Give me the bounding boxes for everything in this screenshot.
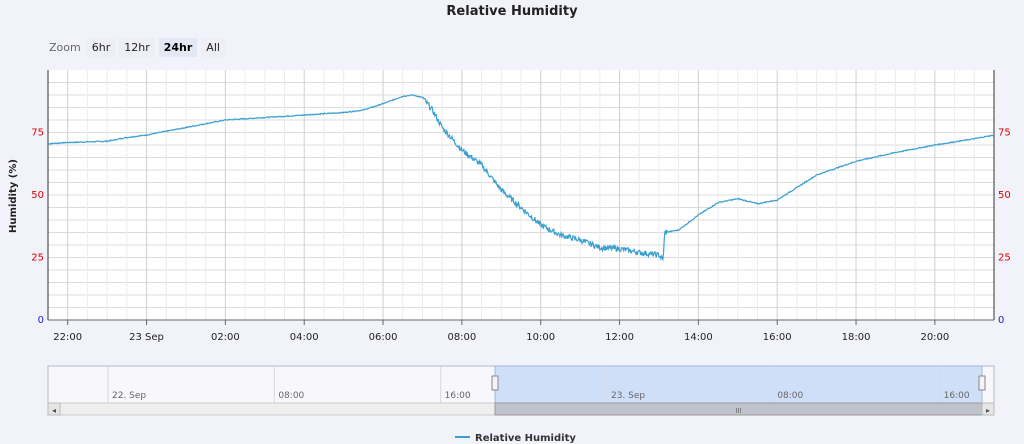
chart-title: Relative Humidity <box>446 4 578 19</box>
x-tick-label: 04:00 <box>290 332 319 343</box>
x-tick-label: 08:00 <box>447 332 476 343</box>
y-tick-label-right: 0 <box>998 315 1004 326</box>
x-tick-label: 06:00 <box>369 332 398 343</box>
y-tick-label-left: 75 <box>31 128 44 139</box>
x-tick-label: 23 Sep <box>129 332 164 343</box>
scroll-right-button[interactable] <box>981 402 995 416</box>
navigator-selection[interactable] <box>494 365 983 404</box>
x-tick-label: 20:00 <box>920 332 949 343</box>
zoom-all-button[interactable]: All <box>201 37 225 57</box>
scroll-left-button[interactable] <box>47 402 61 416</box>
y-tick-label-right: 75 <box>998 128 1011 139</box>
y-tick-label-left: 50 <box>31 190 44 201</box>
x-tick-label: 10:00 <box>526 332 555 343</box>
scroll-left-arrow-icon: ◂ <box>52 406 56 415</box>
x-tick-label: 16:00 <box>763 332 792 343</box>
y-axis-label: Humidity (%) <box>8 159 19 233</box>
x-tick-label: 18:00 <box>842 332 871 343</box>
x-tick-label: 14:00 <box>684 332 713 343</box>
scrollbar-grip-icon: III <box>735 407 741 415</box>
navigator-label: 08:00 <box>278 391 304 401</box>
y-tick-label-right: 25 <box>998 253 1011 264</box>
x-tick-label: 22:00 <box>53 332 82 343</box>
navigator-left-handle[interactable] <box>491 375 499 391</box>
series-line-relative-humidity <box>47 94 995 262</box>
navigator-right-handle[interactable] <box>978 375 986 391</box>
navigator-label: 16:00 <box>944 391 970 401</box>
y-tick-label-left: 0 <box>38 315 44 326</box>
y-tick-label-left: 25 <box>31 253 44 264</box>
navigator-label: 08:00 <box>777 391 803 401</box>
y-tick-label-right: 50 <box>998 190 1011 201</box>
zoom-label: Zoom <box>49 40 81 54</box>
x-tick-label: 12:00 <box>605 332 634 343</box>
navigator-label: 22. Sep <box>112 391 146 401</box>
legend[interactable]: Relative Humidity <box>455 433 576 444</box>
zoom-12hr-button[interactable]: 12hr <box>119 37 155 57</box>
scroll-right-arrow-icon: ▸ <box>986 406 990 415</box>
zoom-24hr-button[interactable]: 24hr <box>158 37 198 57</box>
navigator-label: 23. Sep <box>611 391 645 401</box>
zoom-selector: Zoom 6hr 12hr 24hr All <box>49 37 229 57</box>
navigator-label: 16:00 <box>445 391 471 401</box>
legend-item-relative-humidity: Relative Humidity <box>475 433 576 444</box>
zoom-6hr-button[interactable]: 6hr <box>86 37 116 57</box>
x-tick-label: 02:00 <box>211 332 240 343</box>
